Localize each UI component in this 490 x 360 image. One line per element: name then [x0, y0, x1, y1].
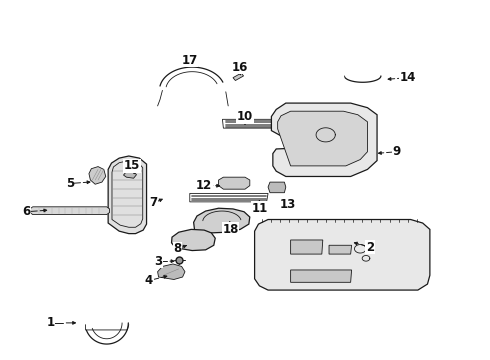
Text: 11: 11 — [251, 202, 268, 215]
Polygon shape — [172, 229, 215, 251]
Text: 14: 14 — [400, 71, 416, 84]
Text: 15: 15 — [124, 159, 140, 172]
Text: 8: 8 — [173, 242, 182, 255]
Text: 3: 3 — [154, 255, 163, 267]
Text: 1: 1 — [47, 316, 54, 329]
Text: 16: 16 — [232, 60, 248, 73]
Text: 7: 7 — [150, 197, 158, 210]
Text: 13: 13 — [280, 198, 296, 211]
Text: 6: 6 — [23, 205, 31, 218]
Text: 10: 10 — [237, 110, 253, 123]
Text: 2: 2 — [366, 240, 374, 253]
Polygon shape — [222, 119, 284, 128]
Text: 9: 9 — [392, 145, 400, 158]
Polygon shape — [194, 208, 250, 233]
Polygon shape — [255, 220, 430, 290]
Text: 12: 12 — [196, 179, 212, 192]
Text: 5: 5 — [66, 177, 74, 190]
Polygon shape — [291, 270, 352, 282]
Polygon shape — [219, 177, 250, 189]
Text: 4: 4 — [145, 274, 153, 287]
Polygon shape — [278, 111, 368, 166]
Polygon shape — [158, 264, 185, 279]
Polygon shape — [190, 193, 268, 202]
Polygon shape — [123, 171, 137, 178]
Text: 17: 17 — [182, 54, 198, 67]
Polygon shape — [271, 103, 377, 176]
Polygon shape — [233, 73, 244, 81]
Polygon shape — [291, 240, 323, 254]
Text: 18: 18 — [222, 223, 239, 236]
Polygon shape — [268, 182, 286, 193]
Polygon shape — [108, 156, 147, 234]
Polygon shape — [329, 245, 352, 254]
Polygon shape — [89, 167, 106, 184]
Polygon shape — [30, 207, 110, 215]
